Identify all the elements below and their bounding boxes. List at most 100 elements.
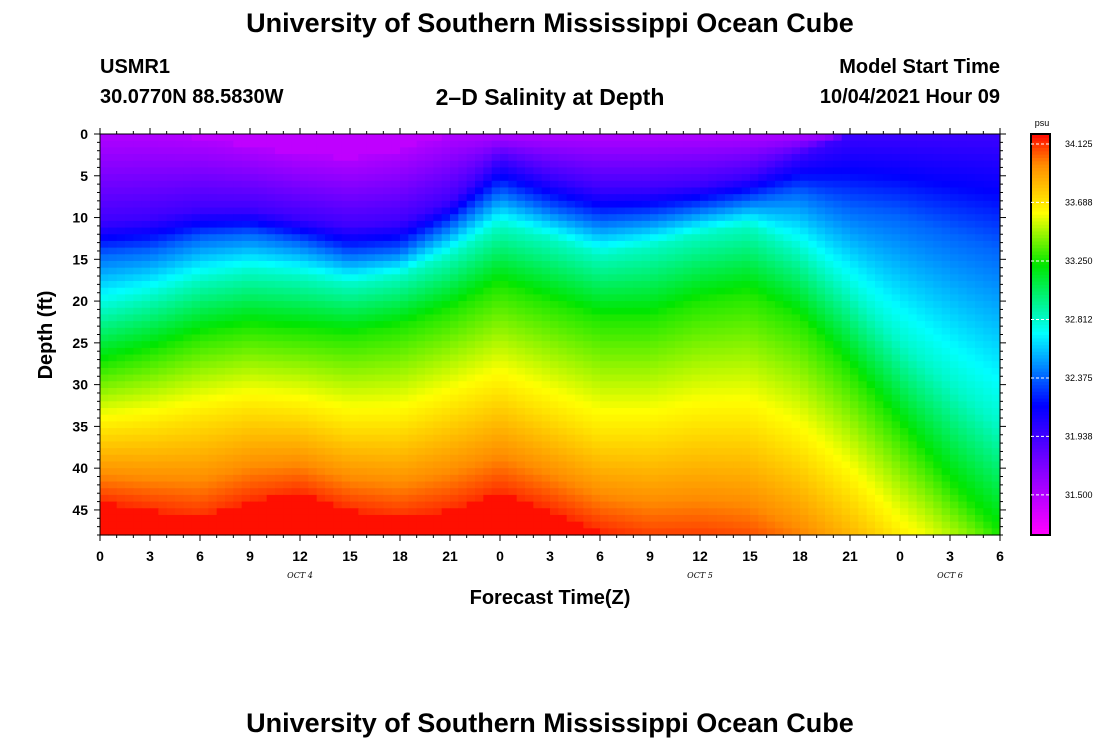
- heatmap-cell: [291, 167, 301, 175]
- heatmap-cell: [658, 167, 668, 175]
- heatmap-cell: [258, 154, 268, 162]
- heatmap-cell: [150, 387, 159, 396]
- heatmap-cell: [950, 174, 959, 182]
- heatmap-cell: [525, 187, 534, 195]
- heatmap-cell: [241, 220, 251, 229]
- heatmap-cell: [375, 220, 384, 229]
- heatmap-cell: [791, 207, 801, 215]
- heatmap-cell: [975, 200, 984, 209]
- heatmap-cell: [241, 140, 251, 148]
- heatmap-cell: [100, 220, 109, 229]
- heatmap-cell: [416, 408, 426, 416]
- heatmap-cell: [325, 274, 334, 282]
- heatmap-cell: [500, 227, 509, 235]
- heatmap-cell: [600, 160, 609, 169]
- heatmap-cell: [283, 374, 293, 382]
- heatmap-cell: [975, 174, 984, 182]
- heatmap-cell: [683, 434, 693, 443]
- heatmap-cell: [583, 341, 593, 349]
- heatmap-cell: [508, 381, 518, 389]
- heatmap-cell: [775, 408, 784, 416]
- heatmap-cell: [683, 294, 693, 302]
- heatmap-cell: [675, 401, 684, 409]
- heatmap-cell: [625, 421, 634, 429]
- heatmap-cell: [241, 381, 251, 389]
- heatmap-cell: [550, 421, 559, 429]
- heatmap-cell: [283, 387, 293, 396]
- heatmap-cell: [291, 381, 301, 389]
- heatmap-cell: [166, 227, 176, 235]
- heatmap-cell: [658, 281, 668, 289]
- heatmap-cell: [566, 374, 576, 382]
- heatmap-cell: [233, 341, 243, 349]
- heatmap-cell: [250, 180, 259, 189]
- heatmap-cell: [400, 180, 409, 189]
- heatmap-cell: [708, 274, 718, 282]
- heatmap-cell: [183, 194, 193, 202]
- heatmap-cell: [433, 307, 443, 316]
- heatmap-cell: [991, 140, 1001, 148]
- heatmap-cell: [375, 147, 384, 155]
- heatmap-cell: [300, 408, 309, 416]
- heatmap-cell: [700, 207, 709, 215]
- heatmap-cell: [291, 187, 301, 195]
- heatmap-cell: [433, 267, 443, 275]
- heatmap-cell: [333, 247, 343, 255]
- heatmap-cell: [950, 381, 959, 389]
- heatmap-cell: [175, 154, 184, 162]
- heatmap-cell: [875, 134, 884, 142]
- heatmap-cell: [825, 240, 834, 249]
- heatmap-cell: [708, 187, 718, 195]
- heatmap-cell: [308, 301, 318, 309]
- heatmap-cell: [658, 434, 668, 443]
- heatmap-cell: [416, 381, 426, 389]
- heatmap-cell: [525, 214, 534, 222]
- heatmap-cell: [858, 367, 868, 376]
- heatmap-cell: [675, 301, 684, 309]
- heatmap-cell: [241, 227, 251, 235]
- heatmap-cell: [941, 434, 951, 443]
- heatmap-cell: [966, 381, 976, 389]
- heatmap-cell: [741, 247, 751, 255]
- heatmap-cell: [175, 160, 184, 169]
- heatmap-cell: [441, 401, 451, 409]
- heatmap-cell: [891, 294, 901, 302]
- heatmap-cell: [650, 381, 659, 389]
- heatmap-cell: [966, 227, 976, 235]
- heatmap-cell: [450, 428, 459, 436]
- heatmap-cell: [916, 408, 926, 416]
- heatmap-cell: [675, 281, 684, 289]
- heatmap-cell: [575, 240, 584, 249]
- heatmap-cell: [433, 334, 443, 342]
- heatmap-cell: [258, 314, 268, 322]
- heatmap-cell: [391, 327, 401, 336]
- heatmap-cell: [266, 334, 276, 342]
- heatmap-cell: [375, 214, 384, 222]
- heatmap-cell: [266, 147, 276, 155]
- heatmap-cell: [200, 301, 209, 309]
- heatmap-cell: [150, 180, 159, 189]
- heatmap-cell: [683, 207, 693, 215]
- heatmap-cell: [791, 334, 801, 342]
- heatmap-cell: [308, 414, 318, 422]
- heatmap-cell: [250, 134, 259, 142]
- heatmap-cell: [783, 294, 793, 302]
- heatmap-cell: [816, 287, 826, 295]
- heatmap-cell: [750, 294, 759, 302]
- heatmap-cell: [766, 321, 776, 329]
- heatmap-cell: [175, 187, 184, 195]
- heatmap-cell: [800, 334, 809, 342]
- heatmap-cell: [158, 327, 168, 336]
- heatmap-cell: [441, 140, 451, 148]
- heatmap-cell: [700, 361, 709, 369]
- heatmap-cell: [858, 428, 868, 436]
- heatmap-cell: [633, 307, 643, 316]
- heatmap-cell: [950, 260, 959, 269]
- heatmap-cell: [291, 194, 301, 202]
- heatmap-cell: [550, 327, 559, 336]
- heatmap-cell: [666, 260, 676, 269]
- heatmap-cell: [375, 187, 384, 195]
- heatmap-cell: [366, 301, 376, 309]
- heatmap-cell: [741, 240, 751, 249]
- heatmap-cell: [433, 321, 443, 329]
